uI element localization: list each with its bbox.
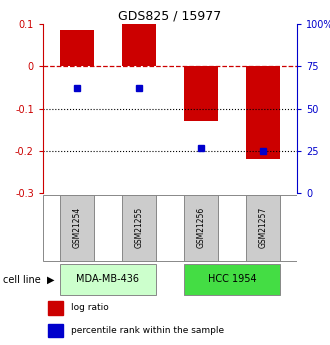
Bar <box>60 195 94 261</box>
Bar <box>246 195 280 261</box>
Bar <box>184 66 218 121</box>
Text: GSM21257: GSM21257 <box>258 207 267 248</box>
Bar <box>122 195 156 261</box>
Text: GSM21256: GSM21256 <box>196 207 206 248</box>
Title: GDS825 / 15977: GDS825 / 15977 <box>118 10 221 23</box>
Text: GSM21255: GSM21255 <box>134 207 144 248</box>
Bar <box>48 301 63 315</box>
Bar <box>48 324 63 337</box>
Text: HCC 1954: HCC 1954 <box>208 275 256 284</box>
Text: log ratio: log ratio <box>71 303 109 313</box>
Bar <box>122 24 156 66</box>
Bar <box>60 30 94 66</box>
Text: percentile rank within the sample: percentile rank within the sample <box>71 326 224 335</box>
Text: GSM21254: GSM21254 <box>73 207 82 248</box>
Bar <box>246 66 280 159</box>
Text: MDA-MB-436: MDA-MB-436 <box>77 275 140 284</box>
Bar <box>60 264 156 295</box>
Text: cell line  ▶: cell line ▶ <box>3 275 55 284</box>
Bar <box>184 195 218 261</box>
Bar <box>184 264 280 295</box>
